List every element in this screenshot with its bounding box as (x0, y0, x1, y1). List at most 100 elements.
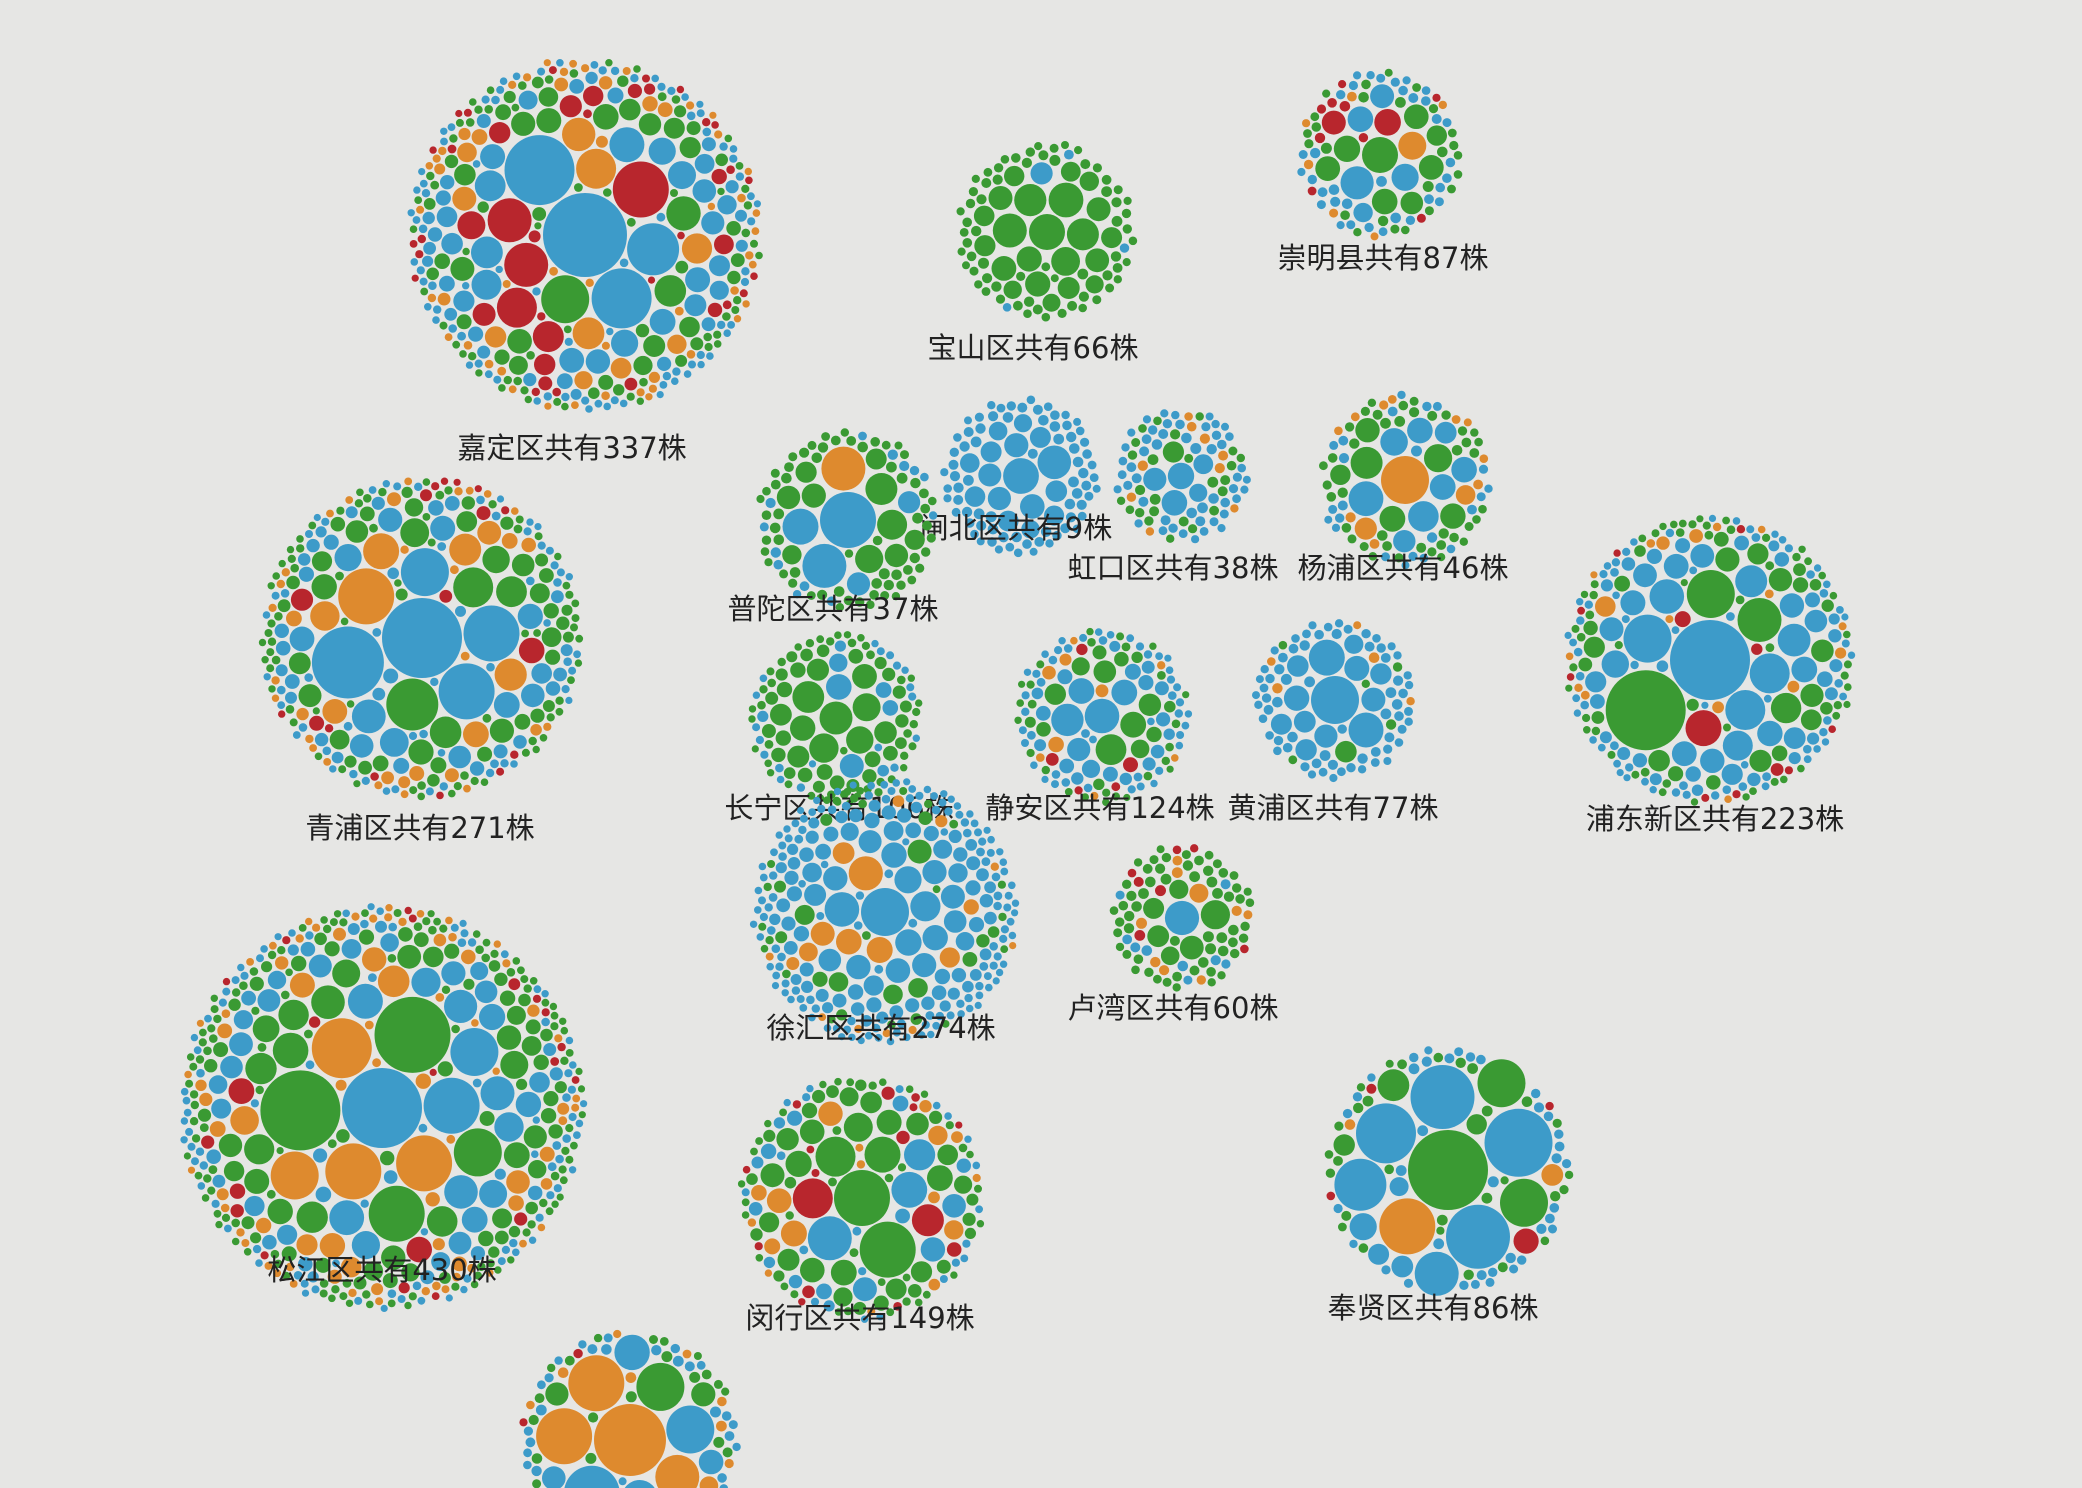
tree-bubble (949, 447, 959, 457)
tree-bubble (805, 830, 819, 844)
tree-bubble (1712, 522, 1722, 532)
tree-bubble (559, 1017, 567, 1025)
tree-bubble (685, 267, 711, 293)
tree-bubble (551, 590, 564, 604)
tree-bubble (1843, 660, 1852, 669)
tree-bubble (1045, 539, 1054, 548)
tree-bubble (798, 880, 806, 888)
tree-bubble (426, 1206, 458, 1237)
tree-bubble (456, 314, 472, 330)
tree-bubble (1478, 504, 1487, 514)
tree-bubble (1797, 764, 1805, 773)
tree-bubble (875, 682, 892, 698)
tree-bubble (360, 1199, 369, 1208)
tree-bubble (534, 523, 542, 531)
tree-bubble (826, 637, 835, 646)
tree-bubble (438, 146, 447, 156)
tree-bubble (287, 554, 296, 564)
tree-bubble (959, 441, 970, 452)
tree-bubble (257, 1043, 267, 1052)
tree-bubble (1067, 300, 1078, 311)
tree-bubble (1115, 942, 1125, 952)
tree-bubble (338, 568, 395, 625)
tree-bubble (287, 944, 299, 956)
tree-bubble (1369, 539, 1380, 549)
tree-bubble (457, 211, 486, 240)
tree-bubble (1446, 1204, 1510, 1269)
tree-bubble (951, 1258, 961, 1267)
tree-bubble (1577, 606, 1585, 615)
tree-bubble (1228, 937, 1238, 948)
tree-bubble (1580, 690, 1590, 700)
tree-bubble (261, 656, 269, 664)
tree-bubble (1078, 467, 1089, 479)
tree-bubble (1437, 553, 1446, 562)
tree-bubble (823, 866, 848, 891)
tree-bubble (844, 549, 854, 558)
tree-bubble (490, 949, 499, 959)
tree-bubble (784, 780, 793, 789)
tree-bubble (1022, 539, 1032, 549)
tree-bubble (269, 941, 277, 950)
tree-bubble (232, 988, 241, 997)
tree-bubble (1385, 687, 1397, 698)
tree-bubble (1098, 636, 1108, 645)
tree-bubble (1344, 634, 1364, 654)
tree-bubble (799, 1004, 808, 1012)
tree-bubble (1726, 525, 1736, 534)
tree-bubble (1016, 246, 1042, 272)
tree-bubble (285, 705, 295, 714)
tree-bubble (1334, 1158, 1387, 1211)
tree-bubble (657, 82, 666, 91)
tree-bubble (267, 619, 276, 628)
tree-bubble (1404, 717, 1413, 726)
tree-bubble (1840, 671, 1849, 680)
tree-bubble (999, 858, 1008, 866)
tree-bubble (1469, 448, 1480, 458)
tree-bubble (908, 1025, 917, 1035)
tree-bubble (1066, 431, 1077, 443)
tree-bubble (876, 647, 885, 656)
tree-bubble (461, 496, 475, 510)
tree-bubble (799, 814, 808, 823)
tree-bubble (756, 494, 765, 504)
tree-bubble (1116, 632, 1125, 641)
tree-bubble (717, 320, 726, 330)
tree-bubble (1078, 291, 1089, 302)
tree-bubble (484, 359, 494, 369)
tree-bubble (686, 101, 695, 110)
tree-bubble (508, 978, 521, 991)
tree-bubble (407, 209, 415, 217)
tree-bubble (484, 370, 493, 379)
tree-bubble (195, 1055, 205, 1064)
tree-bubble (1127, 868, 1137, 878)
tree-bubble (858, 799, 867, 809)
tree-bubble (1405, 215, 1416, 225)
tree-bubble (1231, 905, 1242, 917)
tree-bubble (624, 1480, 655, 1488)
tree-bubble (221, 1009, 231, 1018)
tree-bubble (1316, 104, 1327, 114)
tree-bubble (487, 198, 532, 243)
tree-bubble (804, 883, 827, 906)
cluster-songjiang (180, 903, 588, 1312)
tree-bubble (343, 721, 353, 731)
tree-bubble (1044, 505, 1065, 526)
tree-bubble (340, 1256, 362, 1278)
tree-bubble (444, 943, 460, 959)
tree-bubble (1050, 274, 1059, 283)
tree-bubble (408, 914, 417, 923)
tree-bubble (1105, 283, 1115, 293)
tree-bubble (426, 171, 435, 181)
tree-bubble (1442, 118, 1452, 128)
tree-bubble (1497, 1262, 1508, 1273)
tree-bubble (1803, 744, 1812, 754)
tree-bubble (503, 90, 516, 104)
tree-bubble (564, 1069, 573, 1078)
tree-bubble (1329, 773, 1338, 783)
tree-bubble (1150, 956, 1161, 968)
tree-bubble (963, 828, 972, 838)
tree-bubble (541, 1017, 550, 1027)
tree-bubble (849, 808, 863, 823)
tree-bubble (601, 1344, 612, 1355)
